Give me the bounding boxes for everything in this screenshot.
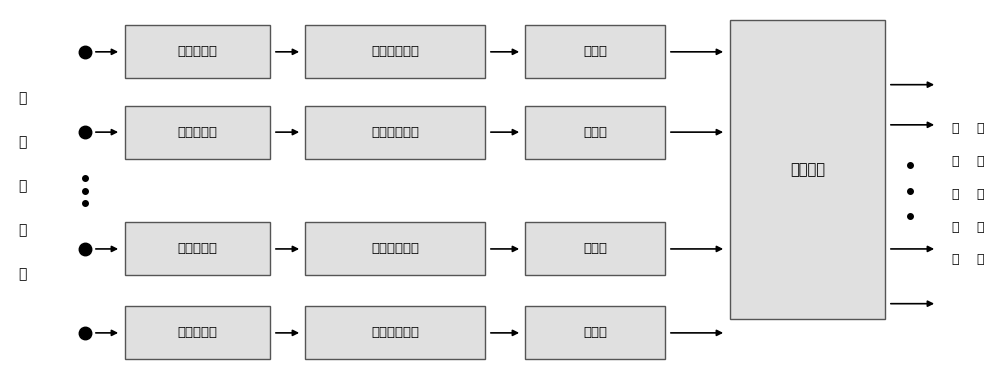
Bar	[525, 307, 665, 359]
Text: 目: 目	[976, 220, 984, 234]
Bar	[525, 106, 665, 158]
Bar	[525, 223, 665, 275]
Bar	[730, 20, 885, 319]
Text: 阵: 阵	[951, 220, 959, 234]
Text: 信号预处理: 信号预处理	[178, 126, 218, 139]
Text: 分: 分	[976, 122, 984, 135]
Text: 信号预处理: 信号预处理	[178, 242, 218, 255]
Text: 盲源分离: 盲源分离	[790, 162, 825, 177]
Text: 谱减法: 谱减法	[583, 242, 607, 255]
Text: 信号预处理: 信号预处理	[178, 326, 218, 339]
Text: 信号预处理: 信号预处理	[178, 45, 218, 58]
Text: 麦: 麦	[18, 92, 26, 105]
Text: 源: 源	[951, 122, 959, 135]
Text: 风: 风	[18, 179, 26, 193]
Bar	[305, 106, 485, 158]
Bar	[125, 26, 270, 78]
Text: 语音激活检测: 语音激活检测	[371, 242, 419, 255]
Text: 号: 号	[951, 188, 959, 201]
Bar	[305, 307, 485, 359]
Text: 谱减法: 谱减法	[583, 126, 607, 139]
Text: 离: 离	[976, 155, 984, 168]
Bar	[125, 223, 270, 275]
Text: 克: 克	[18, 135, 26, 149]
Bar	[525, 26, 665, 78]
Text: 语音激活检测: 语音激活检测	[371, 126, 419, 139]
Bar	[125, 307, 270, 359]
Text: 语音激活检测: 语音激活检测	[371, 326, 419, 339]
Text: 后: 后	[976, 188, 984, 201]
Text: 列: 列	[18, 267, 26, 281]
Text: 语音激活检测: 语音激活检测	[371, 45, 419, 58]
Bar	[305, 223, 485, 275]
Text: 阵: 阵	[18, 223, 26, 237]
Bar	[305, 26, 485, 78]
Bar	[125, 106, 270, 158]
Text: 谱减法: 谱减法	[583, 326, 607, 339]
Text: 谱减法: 谱减法	[583, 45, 607, 58]
Text: 信: 信	[951, 155, 959, 168]
Text: 标: 标	[976, 253, 984, 266]
Text: 列: 列	[951, 253, 959, 266]
